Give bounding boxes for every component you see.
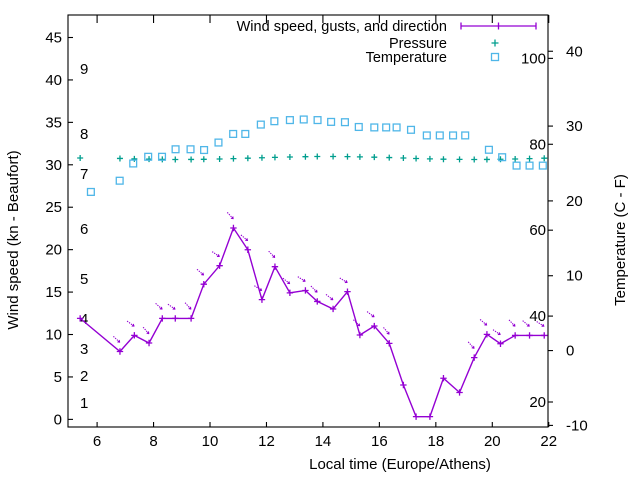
svg-text:25: 25	[45, 199, 62, 216]
svg-text:6: 6	[93, 433, 101, 450]
svg-text:30: 30	[45, 157, 62, 174]
svg-text:Temperature (C - F): Temperature (C - F)	[612, 174, 629, 306]
svg-text:35: 35	[45, 114, 62, 131]
svg-text:8: 8	[80, 126, 88, 143]
svg-text:20: 20	[484, 433, 501, 450]
svg-text:80: 80	[529, 136, 546, 153]
svg-text:8: 8	[149, 433, 157, 450]
svg-text:14: 14	[315, 433, 332, 450]
svg-text:9: 9	[80, 61, 88, 78]
svg-text:Wind speed, gusts, and directi: Wind speed, gusts, and direction	[237, 19, 447, 35]
svg-text:Wind speed (kn - Beaufort): Wind speed (kn - Beaufort)	[5, 150, 22, 329]
svg-text:40: 40	[45, 72, 62, 89]
svg-text:-10: -10	[566, 417, 588, 434]
svg-text:30: 30	[566, 118, 583, 135]
svg-text:5: 5	[54, 369, 62, 386]
svg-text:10: 10	[202, 433, 219, 450]
svg-text:15: 15	[45, 284, 62, 301]
svg-text:Local time (Europe/Athens): Local time (Europe/Athens)	[309, 456, 491, 473]
svg-text:7: 7	[80, 166, 88, 183]
svg-text:40: 40	[529, 308, 546, 325]
svg-text:40: 40	[566, 43, 583, 60]
svg-text:100: 100	[521, 50, 546, 67]
svg-text:16: 16	[371, 433, 388, 450]
svg-text:1: 1	[80, 395, 88, 412]
svg-text:45: 45	[45, 30, 62, 47]
svg-text:6: 6	[80, 221, 88, 238]
svg-text:0: 0	[54, 411, 62, 428]
svg-text:20: 20	[45, 242, 62, 259]
svg-text:20: 20	[529, 394, 546, 411]
svg-text:0: 0	[566, 343, 574, 360]
svg-text:5: 5	[80, 271, 88, 288]
svg-text:20: 20	[566, 193, 583, 210]
svg-text:10: 10	[566, 268, 583, 285]
svg-text:12: 12	[258, 433, 275, 450]
svg-text:18: 18	[427, 433, 444, 450]
svg-text:2: 2	[80, 368, 88, 385]
svg-text:Temperature: Temperature	[366, 50, 447, 66]
svg-text:10: 10	[45, 327, 62, 344]
svg-text:60: 60	[529, 222, 546, 239]
svg-text:3: 3	[80, 341, 88, 358]
svg-text:22: 22	[540, 433, 557, 450]
